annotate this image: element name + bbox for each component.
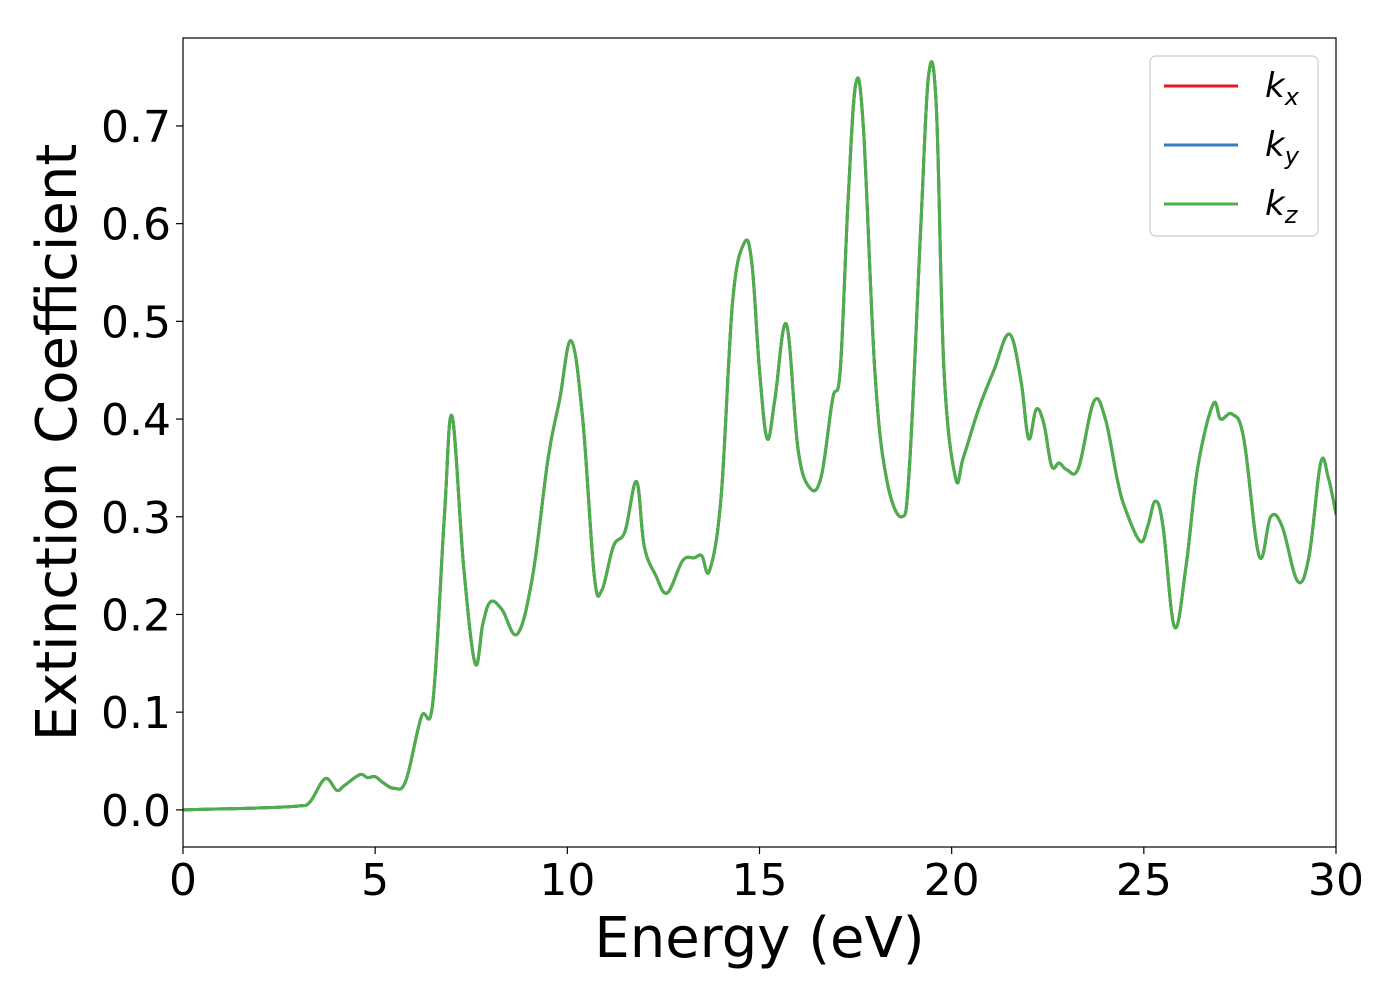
series-line-kz <box>183 60 1336 812</box>
y-tick-label: 0.4 <box>101 395 171 446</box>
x-tick-label: 15 <box>732 855 788 906</box>
x-axis-ticks: 0 5 10 15 20 25 30 <box>169 847 1364 906</box>
y-axis-label: Extinction Coefficient <box>25 144 90 742</box>
y-tick-label: 0.7 <box>101 102 171 153</box>
x-tick-label: 0 <box>169 855 197 906</box>
y-tick-label: 0.2 <box>101 590 171 641</box>
x-tick-label: 5 <box>361 855 389 906</box>
x-tick-label: 20 <box>924 855 980 906</box>
legend: kx ky kz <box>1149 55 1319 237</box>
y-axis-ticks: 0.0 0.1 0.2 0.3 0.4 0.5 0.6 0.7 <box>101 102 183 837</box>
legend-label-kx: kx <box>1265 66 1300 111</box>
x-tick-label: 25 <box>1116 855 1172 906</box>
x-axis-label: Energy (eV) <box>594 906 924 971</box>
y-tick-label: 0.5 <box>101 297 171 348</box>
legend-label-ky: ky <box>1265 125 1300 170</box>
y-tick-label: 0.1 <box>101 688 171 739</box>
y-tick-label: 0.6 <box>101 200 171 251</box>
x-tick-label: 10 <box>539 855 595 906</box>
y-tick-label: 0.3 <box>101 493 171 544</box>
legend-label-kz: kz <box>1265 184 1299 229</box>
series-layer <box>183 60 1336 812</box>
x-tick-label: 30 <box>1308 855 1364 906</box>
y-tick-label: 0.0 <box>101 786 171 837</box>
